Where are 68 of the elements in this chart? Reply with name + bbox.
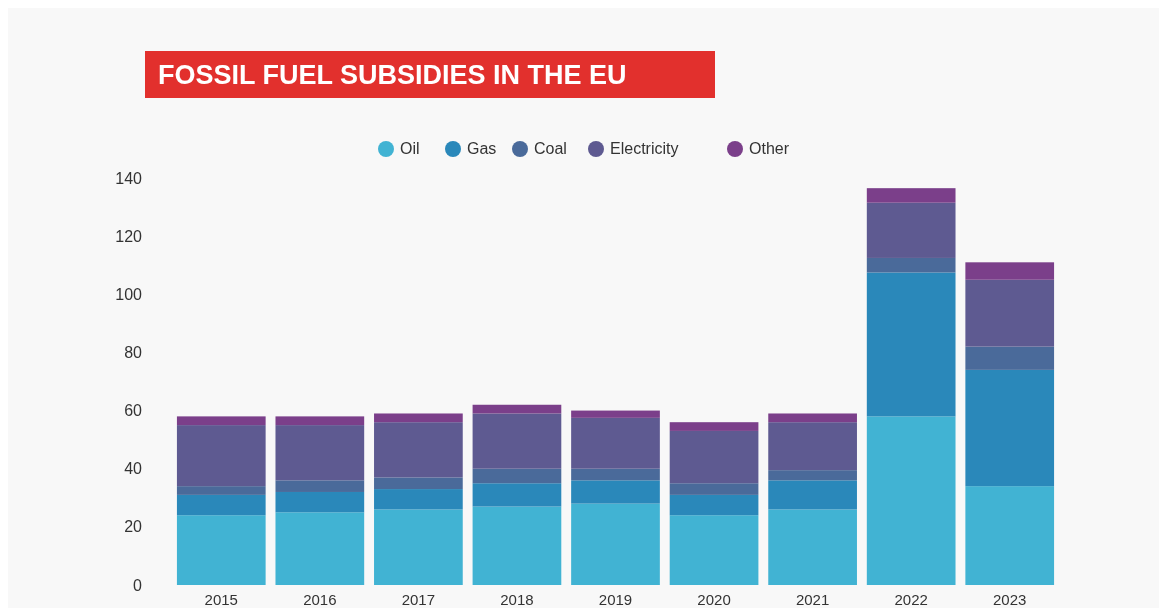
y-tick-label: 40 — [124, 460, 143, 478]
bar — [571, 503, 660, 585]
bar — [965, 262, 1055, 280]
x-tick-label: 2018 — [500, 591, 534, 608]
bar — [176, 416, 266, 426]
bar — [866, 188, 956, 203]
legend-label: Coal — [534, 140, 567, 157]
bar — [669, 494, 759, 516]
legend-label: Electricity — [610, 140, 679, 157]
bar — [176, 425, 266, 487]
legend-label: Oil — [400, 140, 420, 157]
bar — [768, 509, 857, 585]
x-tick-label: 2016 — [303, 591, 337, 608]
y-tick-label: 0 — [133, 576, 143, 594]
x-tick-label: 2022 — [894, 591, 928, 608]
y-tick-label: 60 — [124, 402, 143, 420]
bar — [176, 494, 266, 516]
bar — [571, 417, 660, 469]
bar — [374, 422, 463, 478]
bar — [571, 468, 660, 481]
bar — [374, 477, 463, 490]
bar — [472, 404, 562, 414]
bar — [669, 430, 759, 484]
bar — [669, 483, 759, 495]
bar — [472, 413, 562, 469]
bar — [176, 486, 266, 495]
bar — [275, 425, 365, 481]
bar — [176, 515, 266, 585]
bar — [965, 279, 1055, 347]
bar — [768, 480, 857, 510]
bar — [866, 416, 956, 585]
bar — [374, 489, 463, 510]
y-tick-label: 80 — [124, 344, 143, 362]
bar — [768, 470, 857, 481]
x-tick-label: 2015 — [204, 591, 238, 608]
y-tick-label: 140 — [115, 169, 143, 187]
y-tick-label: 120 — [115, 227, 143, 245]
chart-title: FOSSIL FUEL SUBSIDIES IN THE EU — [158, 60, 627, 90]
bar — [866, 257, 956, 273]
y-tick-label: 20 — [124, 518, 143, 536]
bar — [374, 509, 463, 585]
bar — [571, 480, 660, 504]
bar — [669, 422, 759, 431]
bar — [768, 422, 857, 471]
bar — [472, 506, 562, 585]
bar — [965, 346, 1055, 370]
bar — [866, 202, 956, 258]
bar — [571, 410, 660, 418]
bar — [866, 272, 956, 417]
bar — [275, 491, 365, 513]
legend-label: Gas — [467, 140, 497, 157]
x-tick-label: 2017 — [401, 591, 436, 608]
bar — [669, 515, 759, 585]
bar — [374, 413, 463, 423]
legend-label: Other — [749, 140, 790, 157]
bar — [275, 480, 365, 492]
x-tick-label: 2021 — [795, 591, 830, 608]
bar — [472, 483, 562, 507]
x-tick-label: 2023 — [993, 591, 1027, 608]
x-tick-label: 2019 — [598, 591, 633, 608]
bar — [472, 468, 562, 484]
y-tick-label: 100 — [115, 285, 143, 303]
bar — [275, 416, 365, 426]
bar — [965, 369, 1055, 487]
bar — [965, 486, 1055, 585]
x-tick-label: 2020 — [697, 591, 731, 608]
bar — [768, 413, 857, 423]
bar — [275, 512, 365, 585]
